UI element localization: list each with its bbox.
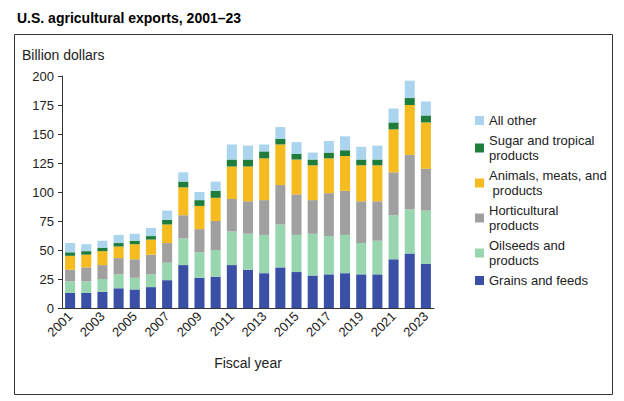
svg-text:Animals, meats, and: Animals, meats, and [489, 168, 607, 183]
svg-text:2015: 2015 [271, 309, 302, 340]
svg-text:Fiscal year: Fiscal year [214, 355, 282, 371]
svg-text:2023: 2023 [400, 309, 431, 340]
svg-text:0: 0 [47, 301, 54, 316]
svg-text:Horticultural: Horticultural [489, 203, 562, 218]
svg-text:Oilseeds and: Oilseeds and [489, 238, 569, 253]
svg-text:2021: 2021 [368, 309, 399, 340]
svg-text:U.S. agricultural exports, 200: U.S. agricultural exports, 2001–23 [17, 10, 241, 26]
svg-text:Billion dollars: Billion dollars [22, 47, 104, 63]
svg-text:2013: 2013 [238, 309, 269, 340]
svg-text:200: 200 [32, 69, 54, 84]
svg-text:2019: 2019 [335, 309, 366, 340]
svg-text:75: 75 [40, 214, 54, 229]
svg-text:Grains and feeds: Grains and feeds [489, 273, 589, 288]
svg-text:50: 50 [40, 243, 54, 258]
svg-text:2001: 2001 [44, 309, 75, 340]
svg-text:2011: 2011 [207, 309, 237, 339]
svg-text:products: products [489, 218, 539, 233]
svg-text:2003: 2003 [77, 309, 108, 340]
svg-text:products: products [489, 183, 543, 198]
svg-text:Sugar and tropical: Sugar and tropical [489, 133, 598, 148]
svg-text:products: products [489, 253, 539, 268]
svg-text:products: products [489, 148, 539, 163]
svg-text:125: 125 [32, 156, 54, 171]
svg-text:2017: 2017 [303, 309, 334, 340]
svg-text:100: 100 [32, 185, 54, 200]
svg-text:2007: 2007 [141, 309, 172, 340]
svg-text:All other: All other [489, 113, 537, 128]
svg-text:2005: 2005 [109, 309, 140, 340]
svg-text:150: 150 [32, 127, 54, 142]
svg-text:2009: 2009 [174, 309, 205, 340]
svg-text:25: 25 [40, 272, 54, 287]
svg-text:175: 175 [32, 98, 54, 113]
